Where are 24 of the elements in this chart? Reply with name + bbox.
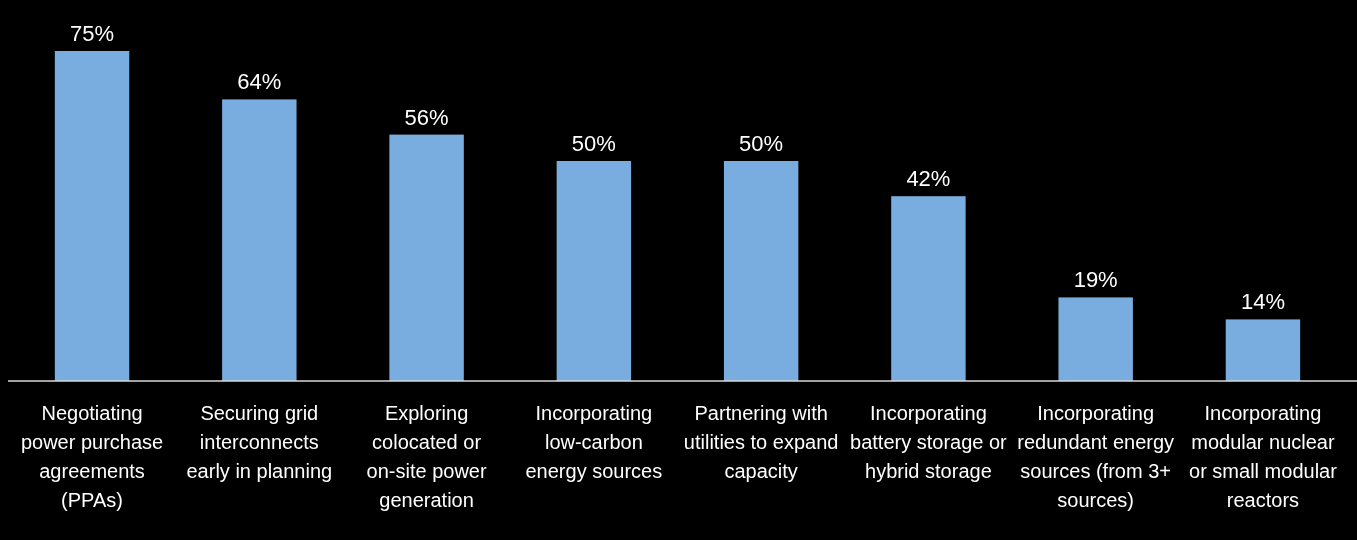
data-label: 50% [571,131,616,156]
data-label: 42% [906,166,951,192]
data-label: 64% [237,69,282,95]
x-tick-label: Negotiating power purchase agreements (PPAs) [20,402,164,511]
x-tick-label: Incorporating redundant energy sources (from 3+ sources) [1017,402,1175,511]
bar [54,51,130,381]
x-tick-label: Incorporating battery storage or hybrid storage [850,402,1008,482]
data-label: 14% [1240,289,1285,315]
x-tick-label: Partnering with utilities to expand capacity [683,402,839,482]
x-tick-label: Incorporating modular nuclear or small modular reactors [1189,402,1338,511]
bar [222,99,297,381]
x-tick-label: Securing grid interconnects early in planning [186,402,333,482]
data-label: 75% [70,21,115,46]
bar [1225,319,1301,381]
data-label: 56% [404,104,449,130]
bar [723,161,799,381]
x-tick-label: Incorporating low-carbon energy sources [525,402,663,482]
data-label: 50% [739,131,784,156]
data-label: 19% [1073,267,1118,293]
bar [1058,297,1133,381]
bar [389,134,464,381]
bar [891,196,966,381]
bar [556,161,632,381]
x-tick-label: Exploring colocated or on-site power generation [366,402,487,511]
